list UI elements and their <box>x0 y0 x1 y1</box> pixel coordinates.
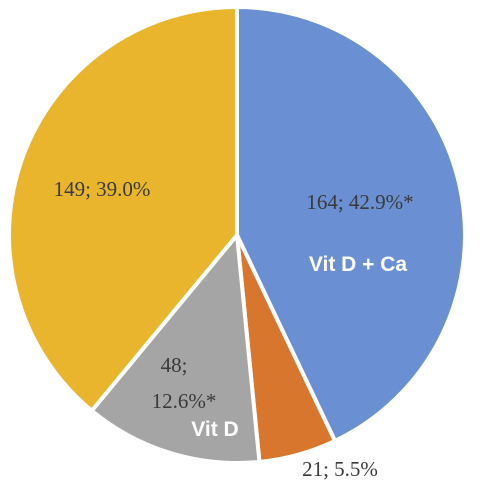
slice-label-vit-d-ca-value: 164; 42.9%* <box>306 190 413 214</box>
slice-vit-d <box>89 233 262 465</box>
slice-vit-d-ca <box>235 5 467 443</box>
slice-label-vit-d-ca-group: Vit D + Ca <box>309 253 408 276</box>
slice-label-vit-d-group: Vit D <box>191 418 238 441</box>
slice-label-vit-d-line1: 48; <box>161 353 188 377</box>
slice-149 <box>7 5 239 413</box>
slice-label-vit-d-line2: 12.6%* <box>152 389 217 413</box>
slice-label-149-value: 149; 39.0% <box>54 177 151 201</box>
slice-label-21-value: 21; 5.5% <box>302 457 378 481</box>
pie-slices <box>7 5 467 465</box>
